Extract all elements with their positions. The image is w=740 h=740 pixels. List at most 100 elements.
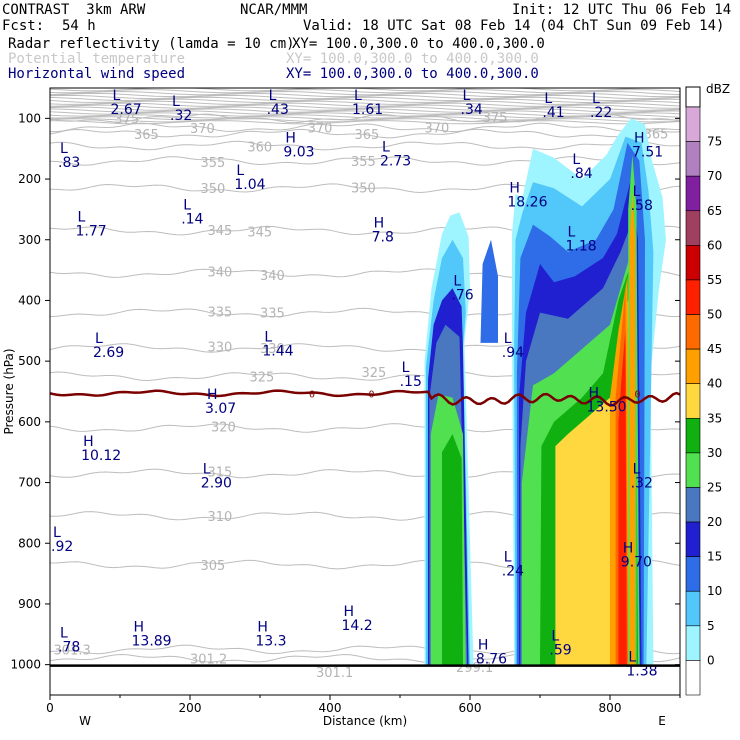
wind-low-marker: L: [269, 88, 277, 104]
wind-low-marker: L: [236, 163, 244, 179]
colorbar-band: [685, 556, 701, 592]
wind-low-marker: L: [53, 525, 61, 541]
theta-label: 370: [425, 121, 450, 136]
colorbar-level-label: 50: [707, 308, 722, 322]
colorbar-top-cap: [685, 86, 701, 108]
colorbar-band: [685, 210, 701, 246]
wind-speed-value: 2.90: [201, 475, 232, 491]
colorbar-level-label: 65: [707, 204, 722, 218]
wind-speed-value: .94: [502, 345, 524, 361]
y-axis-title: Pressure (hPa): [2, 348, 16, 434]
wind-speed-value: .43: [267, 102, 289, 118]
wind-low-marker: L: [572, 152, 580, 168]
wind-low-marker: L: [60, 625, 68, 641]
colorbar-band: [685, 175, 701, 212]
wind-high-marker: H: [623, 540, 634, 556]
wind-speed-value: .22: [590, 105, 612, 121]
wind-high-marker: H: [374, 216, 385, 232]
freezing-level-label: 0: [635, 389, 641, 400]
forecast-hour: 54 h: [62, 18, 96, 34]
wind-speed-value: .24: [502, 563, 524, 579]
y-tick-label: 1000: [10, 658, 41, 672]
wind-speed-value: 1.38: [626, 664, 657, 680]
echo-35dbz: [442, 434, 463, 665]
field-xy-wind: XY= 100.0,300.0 to 400.0,300.0: [286, 66, 539, 82]
colorbar-level-label: 75: [707, 135, 722, 149]
theta-label: 340: [208, 265, 233, 280]
theta-label: 345: [247, 225, 272, 240]
x-tick-label: 0: [46, 701, 54, 715]
x-end-label-east: E: [658, 714, 666, 728]
theta-contour-line: [50, 122, 680, 133]
theta-label: 301.1: [316, 666, 353, 681]
colorbar-band: [685, 660, 701, 696]
theta-label: 330: [208, 341, 233, 356]
colorbar: dBZ 0 5 10 15 20 25 30 35 40 45 50 55 60 65 70 75: [685, 82, 730, 696]
theta-label: 350: [351, 182, 376, 197]
field-xy-theta: XY= 100.0,300.0 to 400.0,300.0: [286, 51, 539, 67]
theta-contour-line: [50, 106, 680, 111]
plot-area: 375 375 370 370 370 365 365 365 360 355 355 350 350 3…: [50, 88, 680, 681]
wind-low-marker: L: [78, 210, 86, 226]
colorbar-band: [685, 590, 701, 627]
wind-speed-value: .58: [631, 198, 653, 214]
field-name-theta: Potential temperature: [8, 51, 186, 67]
x-tick-label: 800: [599, 701, 622, 715]
theta-contour-line: [50, 98, 680, 104]
freezing-level-label: 0: [309, 389, 315, 400]
wind-low-marker: L: [453, 273, 461, 289]
colorbar-band: [685, 383, 701, 419]
wind-high-marker: H: [207, 387, 218, 403]
wind-speed-value: .41: [542, 105, 564, 121]
wind-low-marker: L: [568, 225, 576, 241]
x-axis-title: Distance (km): [323, 714, 407, 728]
wind-low-marker: L: [633, 461, 641, 477]
model-title: CONTRAST 3km ARW: [2, 2, 146, 18]
init-time: Init: 12 UTC Thu 06 Feb 14: [512, 2, 732, 18]
theta-contour-line: [50, 102, 680, 107]
colorbar-unit: dBZ: [706, 82, 730, 96]
colorbar-level-label: 45: [707, 342, 722, 356]
theta-label: 365: [134, 128, 159, 143]
colorbar-band: [685, 487, 701, 523]
y-tick-label: 600: [18, 415, 41, 429]
theta-contour-line: [50, 140, 680, 151]
colorbar-band: [685, 348, 701, 385]
theta-label: 375: [114, 112, 139, 127]
colorbar-band: [685, 106, 701, 142]
wind-low-marker: L: [633, 184, 641, 200]
wind-speed-value: 18.26: [507, 194, 547, 210]
theta-label: 375: [483, 111, 508, 126]
theta-contour-line: [50, 100, 680, 105]
colorbar-level-label: 0: [707, 653, 715, 667]
wind-speed-value: 14.2: [342, 618, 373, 634]
wind-speed-value: 2.73: [380, 154, 411, 170]
wind-low-marker: L: [95, 331, 103, 347]
forecast-label: Fcst:: [2, 18, 45, 34]
wind-speed-value: 13.89: [132, 633, 172, 649]
colorbar-band: [685, 625, 701, 661]
x-tick-label: 200: [179, 701, 202, 715]
colorbar-level-label: 35: [707, 411, 722, 425]
wind-speed-value: 9.03: [283, 145, 314, 161]
wind-speed-value: .92: [51, 539, 73, 555]
wind-low-marker: L: [544, 91, 552, 107]
wind-speed-value: .76: [451, 287, 473, 303]
wind-speed-value: .15: [400, 374, 422, 390]
wind-low-marker: L: [463, 88, 471, 104]
theta-label: 320: [211, 421, 236, 436]
wind-speed-value: 1.44: [262, 344, 293, 360]
wind-high-marker: H: [83, 434, 94, 450]
wind-speed-value: .34: [461, 102, 483, 118]
theta-contour-line: [50, 90, 680, 96]
theta-label: 301.3: [54, 643, 91, 658]
wind-low-marker: L: [60, 141, 68, 157]
theta-label: 325: [250, 370, 275, 385]
echo-20dbz-aloft: [480, 239, 498, 343]
x-tick-label: 400: [319, 701, 342, 715]
wind-low-marker: L: [551, 628, 559, 644]
theta-label: 310: [208, 510, 233, 525]
colorbar-level-label: 20: [707, 515, 722, 529]
theta-contour-line: [50, 94, 680, 100]
